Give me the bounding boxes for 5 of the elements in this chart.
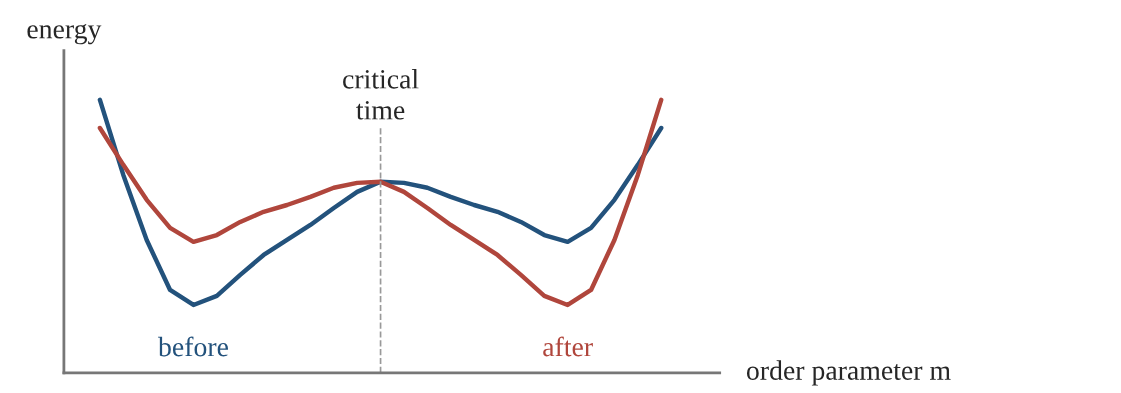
annotation: critical time: [343, 69, 419, 120]
series-label: after: [543, 336, 593, 357]
y-axis-title: energy: [27, 24, 102, 45]
x-axis-title: order parameter m: [746, 360, 951, 386]
series-label: before: [157, 336, 228, 357]
